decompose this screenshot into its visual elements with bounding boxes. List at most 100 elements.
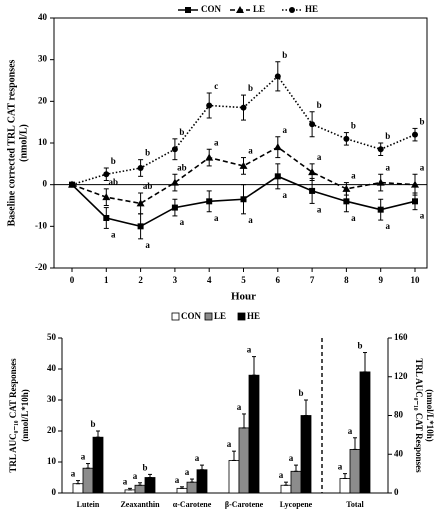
significance-letter: b [385,131,390,141]
y2-axis-title: (nmol/L*10h) [425,389,434,442]
bar [72,483,84,494]
data-point [240,196,247,203]
bar [82,467,94,494]
bar [134,484,146,494]
y-tick-label: -20 [35,262,47,272]
bar [280,484,292,494]
significance-letter: a [175,475,180,485]
legend-marker [236,6,244,13]
legend-marker [185,7,191,13]
legend-swatch [171,312,180,321]
x-tick-label: Lutein [77,500,100,509]
y-axis-title: (nmol/L*10h) [20,389,30,442]
data-point [171,204,178,211]
significance-letter: a [248,215,253,225]
data-point [136,199,145,207]
significance-letter: a [283,125,288,135]
x-tick-label: Lycopene [280,500,313,509]
x-tick-label: 7 [310,275,315,285]
significance-letter: b [351,121,356,131]
x-tick-label: Zeaxanthin [120,500,160,509]
plot-frame [53,17,428,269]
bar [349,449,361,494]
significance-letter: a [351,171,356,181]
significance-letter: a [195,453,200,463]
significance-letter: a [317,204,322,214]
y-tick-label: 0 [52,487,57,497]
data-point [343,198,350,205]
x-axis-title: Hour [231,291,256,303]
significance-letter: a [289,453,294,463]
significance-letter: ab [109,177,119,187]
significance-letter: b [111,156,116,166]
significance-letter: b [282,50,287,60]
y-tick-label: 50 [47,332,57,342]
significance-letter: a [248,146,253,156]
y-axis-title: Baseline corrected TRL CAT responses [6,59,17,226]
y-tick-label: 10 [38,137,48,147]
legend-label: HE [247,311,260,321]
data-point [137,165,144,171]
y-tick-label: -10 [35,220,47,230]
data-point [273,143,282,151]
x-tick-label: β-Carotene [225,500,264,509]
bar [144,477,156,494]
data-point [308,168,317,176]
data-point [205,153,214,161]
x-tick-label: 2 [138,275,143,285]
data-point [274,73,281,80]
significance-letter: b [179,127,184,137]
y-tick-label: 30 [47,394,57,404]
significance-letter: a [279,470,284,480]
data-point [171,146,178,153]
data-point [342,184,351,192]
significance-letter: a [133,471,138,481]
bar [196,469,208,494]
x-tick-label: 9 [378,275,383,285]
y-axis-title: TRL AUC₀₋₁₀ CAT Responses [8,358,18,473]
y-tick-label: 30 [38,54,48,64]
legend-label: CON [201,4,222,14]
x-tick-label: 4 [207,275,212,285]
significance-letter: b [357,341,362,351]
data-point [274,173,281,180]
legend-label: CON [181,311,202,321]
significance-letter: a [420,162,425,172]
significance-letter: ab [177,162,187,172]
bar [359,371,371,494]
legend-label: LE [253,4,265,14]
data-point [309,187,316,194]
data-point [137,223,144,230]
significance-letter: a [385,162,390,172]
significance-letter: a [180,217,185,227]
significance-letter: c [214,81,218,91]
significance-letter: b [298,388,303,398]
x-tick-label: Total [346,500,364,509]
data-point [412,131,418,138]
y2-tick-label: 120 [394,371,408,381]
significance-letter: a [123,476,128,486]
y-tick-label: 10 [47,456,57,466]
data-point [309,121,316,128]
significance-letter: a [111,229,116,239]
significance-letter: a [214,137,219,147]
significance-letter: a [283,190,288,200]
x-tick-label: 0 [70,275,75,285]
legend-marker [289,7,295,13]
y2-tick-label: 40 [394,448,404,458]
significance-letter: b [317,100,322,110]
bar [300,415,312,494]
significance-letter: ab [143,181,153,191]
data-point [103,215,110,221]
y-tick-label: 20 [38,95,48,105]
x-tick-label: 1 [104,275,109,285]
significance-letter: a [145,240,150,250]
bar [290,470,302,494]
data-point [206,102,213,109]
data-point [170,178,179,186]
significance-letter: a [214,213,219,223]
significance-letter: b [142,462,147,472]
significance-letter: b [419,116,424,126]
data-point [239,161,248,169]
